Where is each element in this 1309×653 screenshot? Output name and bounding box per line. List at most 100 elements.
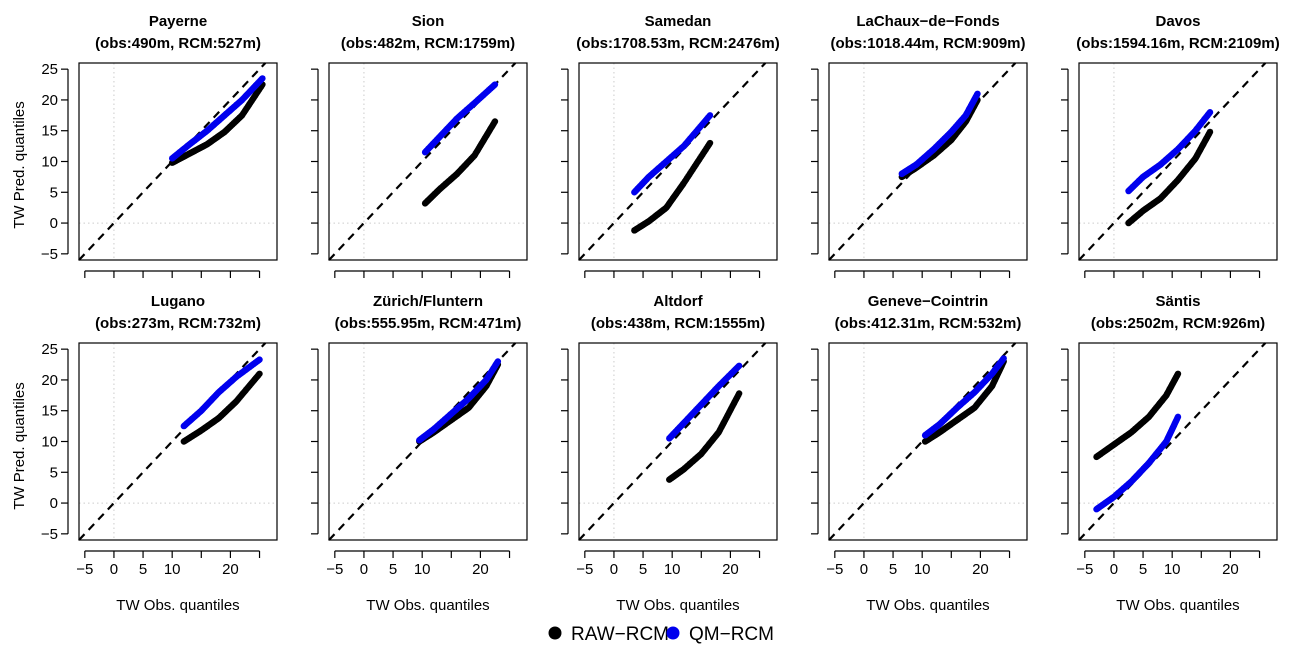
y-tick-label: 20 [41,372,58,389]
panel-subtitle: (obs:2502m, RCM:926m) [1091,315,1265,332]
legend-marker [666,626,680,640]
panel: Sion (obs:482m, RCM:1759m) [311,13,528,278]
series-raw-rcm [180,370,263,445]
panel-title: Lugano [151,293,205,310]
data-point [494,358,502,365]
panel: Altdorf (obs:438m, RCM:1555m) −5 0 5 10 20 TW O… [561,293,778,614]
y-tick-label: 25 [41,341,58,358]
panel-subtitle: (obs:1018.44m, RCM:909m) [830,35,1025,52]
data-point [1206,109,1214,116]
panel: Samedan (obs:1708.53m, RCM:2476m) [561,13,780,278]
x-tick-label: 10 [664,561,681,578]
panel-title: Zürich/Fluntern [373,293,483,310]
data-point [491,81,499,88]
panel-title: Payerne [149,13,207,30]
series-qm-rcm [631,112,714,196]
data-point [735,362,743,369]
panel-subtitle: (obs:1708.53m, RCM:2476m) [576,35,779,52]
data-point [259,75,266,82]
x-tick-label: 5 [889,561,897,578]
x-tick-label: 20 [222,561,239,578]
reference-line [328,342,517,541]
panel-title: Samedan [645,13,712,30]
y-tick-label: 10 [41,154,58,171]
data-point [256,356,263,363]
panel-subtitle: (obs:438m, RCM:1555m) [591,315,765,332]
series-qm-rcm [666,362,743,442]
panel: Säntis (obs:2502m, RCM:926m) −5 0 5 10 20 TW Ob… [1061,293,1278,614]
panel-subtitle: (obs:555.95m, RCM:471m) [335,315,522,332]
panel-title: Säntis [1155,293,1200,310]
x-tick-label: 5 [1139,561,1147,578]
data-point [1174,413,1182,421]
y-tick-label: −5 [41,246,58,263]
panel-title: Altdorf [653,293,703,310]
reference-line [578,342,767,541]
legend: RAW−RCM QM−RCM [548,624,774,645]
x-tick-label: 10 [414,561,431,578]
panel: Zürich/Fluntern (obs:555.95m, RCM:471m) −5… [311,293,528,614]
panel-subtitle: (obs:490m, RCM:527m) [95,35,261,52]
series-qm-rcm [168,75,266,162]
panel-title: Geneve−Cointrin [868,293,988,310]
y-tick-label: 15 [41,403,58,420]
x-tick-label: 0 [110,561,118,578]
data-point [1206,128,1214,136]
x-axis-title: TW Obs. quantiles [366,597,489,614]
y-tick-label: 0 [50,215,58,232]
x-tick-label: 20 [722,561,739,578]
y-tick-label: 25 [41,61,58,78]
legend-label: RAW−RCM [571,624,669,645]
x-tick-label: 20 [472,561,489,578]
series-raw-rcm [168,81,266,166]
series-raw-rcm [631,139,714,234]
x-tick-label: 20 [972,561,989,578]
series-raw-rcm [1093,370,1182,461]
x-tick-label: 0 [1110,561,1118,578]
data-point [735,390,743,397]
legend-marker [548,626,562,640]
series-raw-rcm [666,390,743,483]
data-point [706,112,714,119]
series-qm-rcm [416,358,502,444]
panel-title: Davos [1155,13,1200,30]
x-axis-title: TW Obs. quantiles [116,597,239,614]
x-axis-title: TW Obs. quantiles [866,597,989,614]
series-qm-rcm [180,356,263,430]
x-tick-label: 5 [639,561,647,578]
y-tick-label: 20 [41,92,58,109]
y-tick-label: 15 [41,123,58,140]
plot-frame [1078,62,1278,261]
data-point [256,370,263,377]
y-tick-label: 5 [50,464,58,481]
plot-frame [78,342,278,541]
panel-subtitle: (obs:482m, RCM:1759m) [341,35,515,52]
x-tick-label: 5 [139,561,147,578]
plot-frame [78,62,278,261]
x-tick-label: 10 [914,561,931,578]
data-point [706,139,714,147]
x-axis-title: TW Obs. quantiles [1116,597,1239,614]
series-raw-rcm [421,118,499,207]
plot-frame [828,62,1028,261]
reference-line [78,62,267,261]
x-axis-title: TW Obs. quantiles [616,597,739,614]
panel-subtitle: (obs:1594.16m, RCM:2109m) [1076,35,1279,52]
panel: Lugano (obs:273m, RCM:732m) −5 0 5 10 20 TW Obs… [41,293,278,614]
panel-subtitle: (obs:273m, RCM:732m) [95,315,261,332]
x-tick-label: 0 [860,561,868,578]
x-tick-label: 10 [164,561,181,578]
panel-title: Sion [412,13,445,30]
x-tick-label: 10 [1164,561,1181,578]
data-point [491,118,499,125]
y-tick-label: 0 [50,495,58,512]
x-tick-label: 20 [1222,561,1239,578]
reference-line [1078,62,1267,261]
panel: Payerne (obs:490m, RCM:527m) −5 0 5 10 15 20 25 [41,13,278,278]
reference-line [578,62,767,261]
data-point [974,90,981,97]
data-point [1000,355,1007,362]
y-tick-label: 5 [50,184,58,201]
x-tick-label: −5 [326,561,343,578]
